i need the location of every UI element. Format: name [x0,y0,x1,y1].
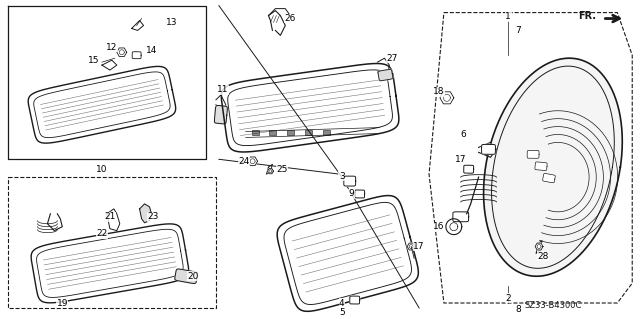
Text: 26: 26 [285,14,296,23]
Polygon shape [140,204,152,223]
Text: 3: 3 [339,172,345,181]
Text: 14: 14 [146,46,157,55]
Text: 27: 27 [387,54,398,63]
Text: 23: 23 [148,212,159,221]
Polygon shape [349,296,360,304]
Bar [269,130,276,135]
Text: 2: 2 [506,293,511,302]
Text: 10: 10 [96,165,108,174]
Polygon shape [527,150,539,158]
Text: 4: 4 [339,299,344,308]
Text: 17: 17 [455,155,467,164]
Text: 1: 1 [506,12,511,21]
Polygon shape [535,162,547,171]
Text: 25: 25 [276,165,288,174]
Text: 28: 28 [538,252,548,261]
Text: 9: 9 [349,189,355,198]
Text: 16: 16 [433,222,445,231]
Bar [323,130,330,135]
Polygon shape [378,69,393,81]
Text: 17: 17 [413,242,425,251]
Polygon shape [214,106,227,124]
Polygon shape [484,58,622,276]
Text: 19: 19 [56,299,68,308]
Polygon shape [440,92,454,104]
Text: 15: 15 [88,56,100,65]
Text: 13: 13 [166,18,177,27]
Text: 5: 5 [339,308,345,317]
Polygon shape [407,243,415,250]
Text: SZ33-B4300C: SZ33-B4300C [524,301,582,310]
Bar [252,130,259,135]
Text: FR.: FR. [579,11,596,20]
Text: 8: 8 [515,306,521,315]
Polygon shape [344,176,356,186]
Polygon shape [535,243,543,250]
Text: 24: 24 [238,157,250,166]
Polygon shape [355,190,365,198]
Text: 11: 11 [217,85,228,94]
Polygon shape [543,174,556,183]
Text: 22: 22 [96,229,108,238]
Bar [287,130,294,135]
Text: 21: 21 [104,212,116,221]
Text: 12: 12 [106,43,118,52]
Text: 20: 20 [188,272,199,281]
Polygon shape [453,212,468,222]
Text: 18: 18 [433,87,445,96]
Polygon shape [175,269,198,284]
Text: 7: 7 [515,26,521,35]
Text: 6: 6 [461,130,467,139]
Polygon shape [117,48,127,56]
Polygon shape [268,169,273,174]
Polygon shape [132,52,141,59]
Polygon shape [248,157,257,166]
Bar [305,130,312,135]
Polygon shape [481,145,495,154]
Polygon shape [464,165,474,173]
